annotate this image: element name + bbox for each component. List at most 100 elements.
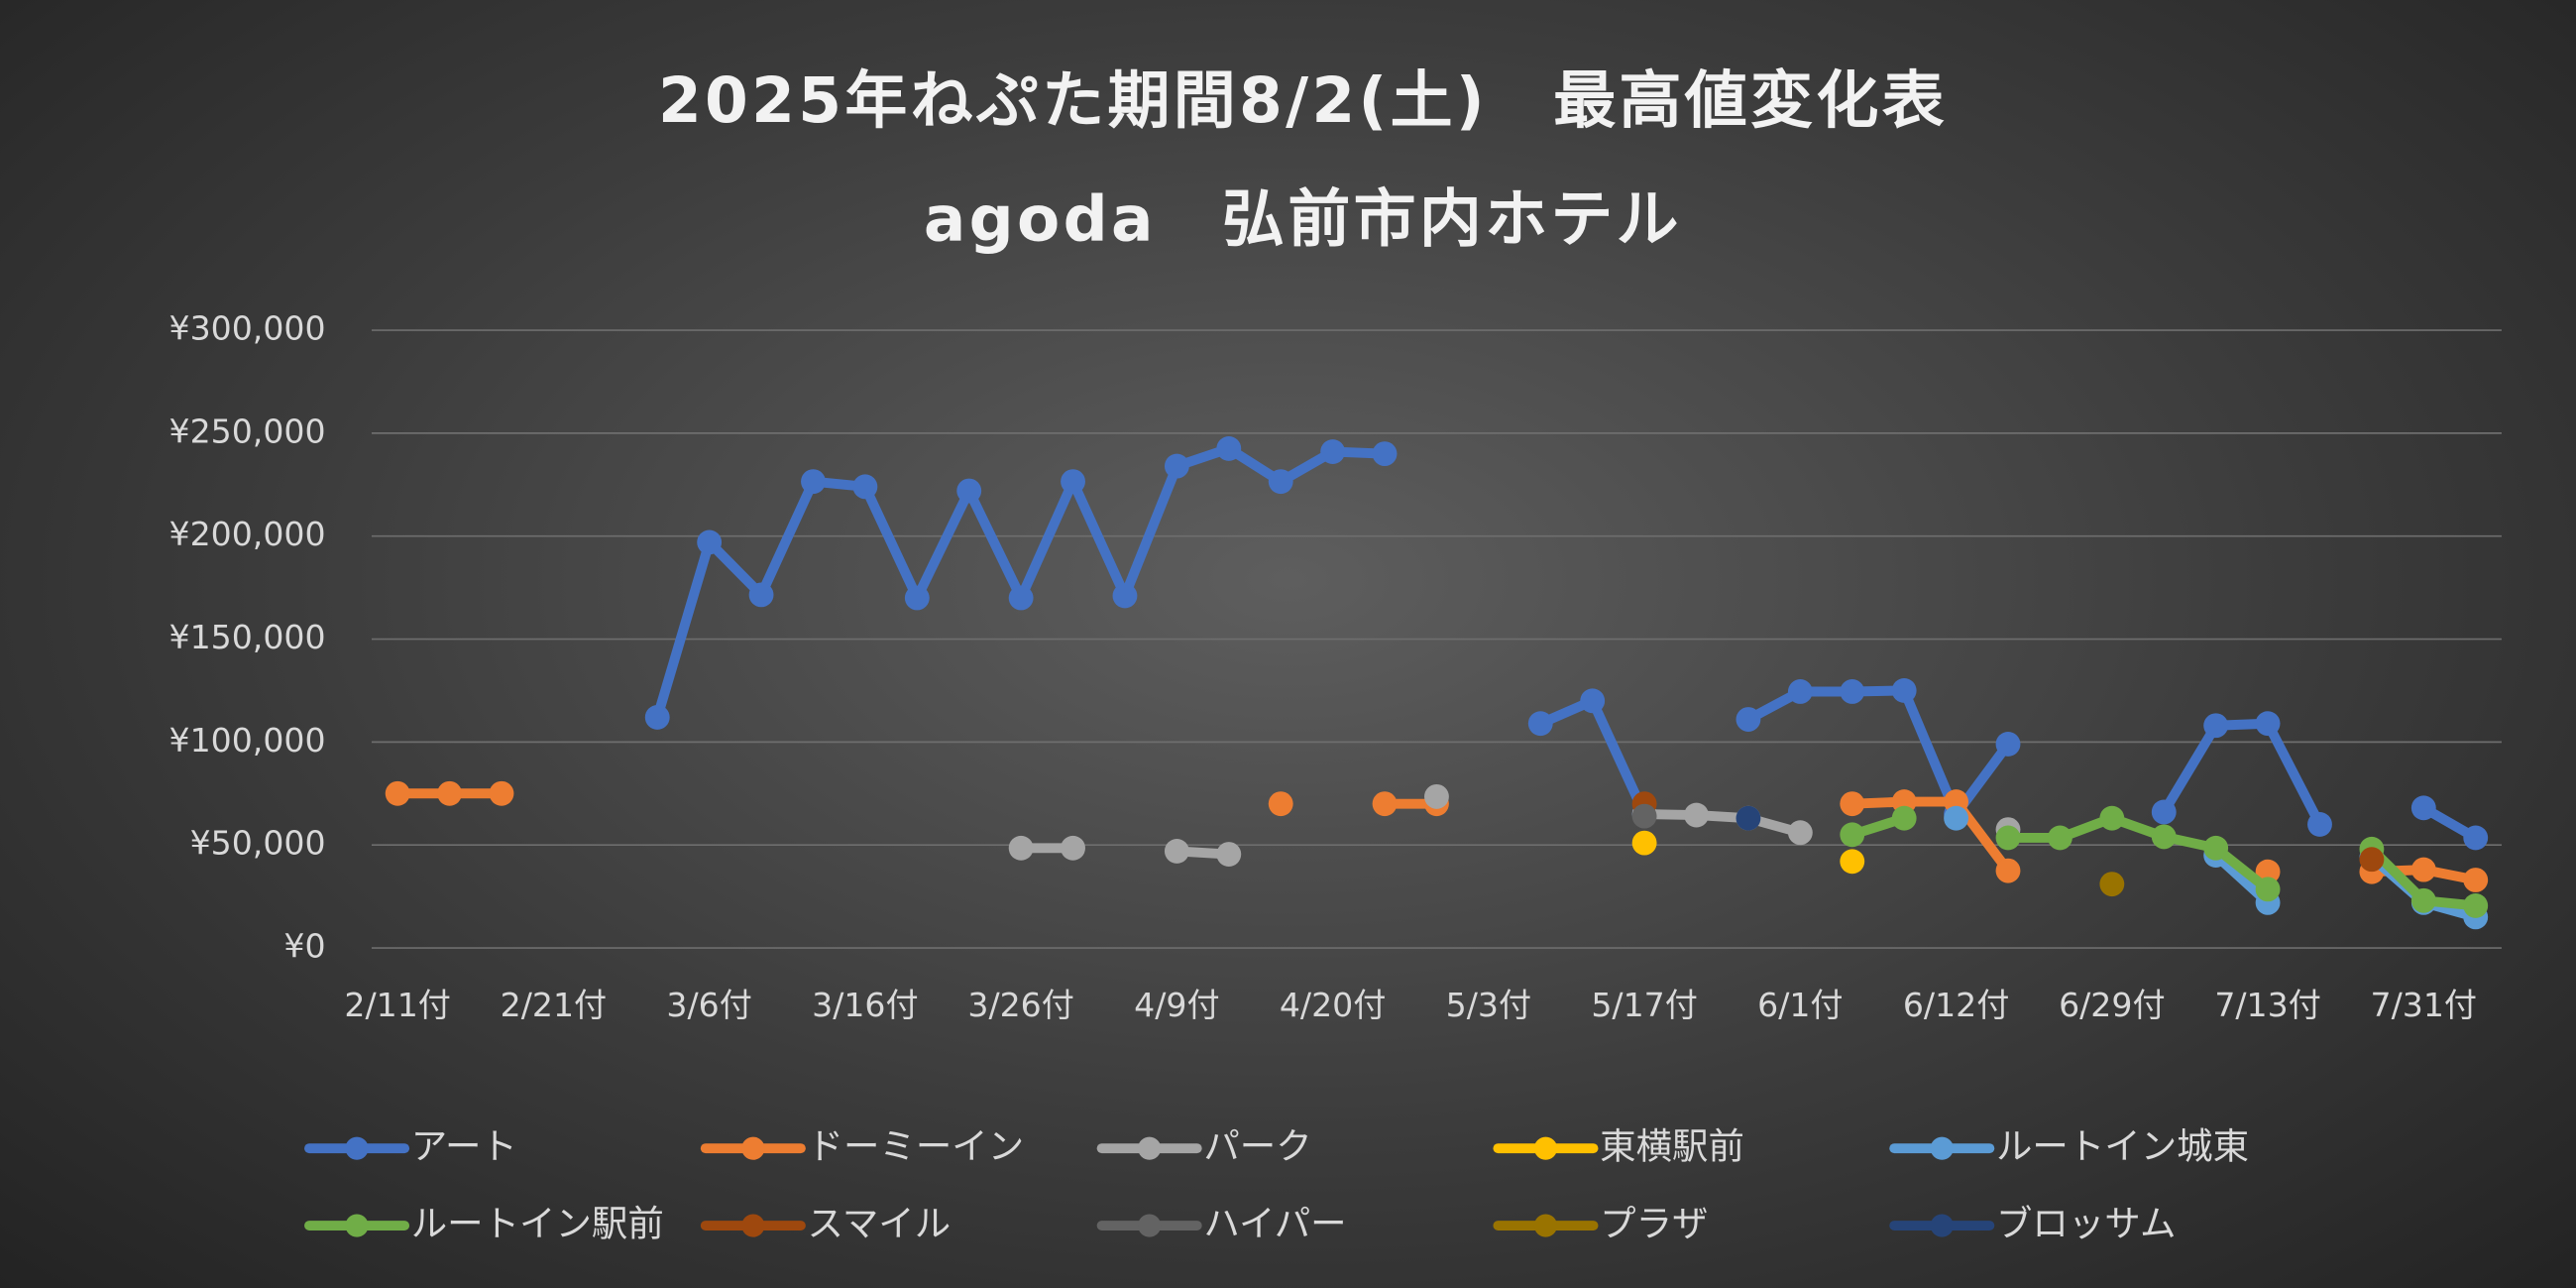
legend-marker <box>741 1136 765 1160</box>
chart-title: 2025年ねぷた期間8/2(土) 最高値変化表 <box>658 64 1948 137</box>
data-point <box>1061 469 1085 495</box>
legend-marker <box>1138 1214 1162 1237</box>
legend-label: ドーミーイン <box>808 1125 1025 1168</box>
data-point <box>437 780 463 806</box>
data-point <box>1684 802 1709 828</box>
x-tick-label: 3/6付 <box>666 986 751 1024</box>
x-tick-label: 2/21付 <box>501 986 608 1024</box>
data-point <box>1840 791 1865 817</box>
data-point <box>2255 711 2281 737</box>
data-point <box>1995 858 2021 883</box>
data-point <box>1631 803 1657 829</box>
data-point <box>1216 436 1242 461</box>
y-tick-label: ¥200,000 <box>169 515 326 553</box>
x-tick-label: 6/1付 <box>1757 986 1843 1024</box>
data-point <box>1580 688 1606 714</box>
data-point <box>1320 439 1346 464</box>
data-point <box>2047 825 2072 851</box>
data-point <box>904 585 930 611</box>
legend-marker <box>345 1214 369 1237</box>
data-point <box>1631 830 1657 856</box>
y-tick-label: ¥300,000 <box>169 309 326 348</box>
data-point <box>2463 825 2489 851</box>
x-tick-label: 5/3付 <box>1446 986 1531 1024</box>
data-point <box>2099 872 2125 897</box>
legend-marker <box>1533 1214 1558 1237</box>
legend-marker <box>741 1214 765 1237</box>
x-tick-label: 5/17付 <box>1591 986 1698 1024</box>
data-point <box>2255 859 2281 884</box>
data-point <box>1268 469 1293 495</box>
legend-label: ブロッサム <box>1996 1203 2176 1245</box>
data-point <box>1995 732 2021 757</box>
data-point <box>1840 822 1865 848</box>
legend-label: プラザ <box>1600 1203 1708 1245</box>
data-point <box>956 478 982 504</box>
series-line <box>2210 850 2481 922</box>
data-point <box>2410 857 2436 882</box>
data-point <box>1787 820 1813 846</box>
y-tick-label: ¥100,000 <box>169 721 326 760</box>
x-tick-label: 2/11付 <box>344 986 451 1024</box>
data-point <box>1787 679 1813 704</box>
data-point <box>489 780 514 806</box>
data-point <box>748 582 774 608</box>
data-point <box>1527 711 1553 737</box>
x-tick-label: 6/29付 <box>2059 986 2166 1024</box>
data-point <box>801 469 826 495</box>
data-point <box>2203 835 2229 861</box>
series-line <box>652 443 2481 843</box>
y-tick-label: ¥0 <box>283 927 325 966</box>
data-point <box>1112 583 1138 609</box>
data-point <box>1061 835 1085 861</box>
data-point <box>385 780 410 806</box>
data-point <box>1891 678 1917 703</box>
data-point <box>2255 877 2281 902</box>
data-point <box>1995 825 2021 851</box>
data-point <box>1891 805 1917 831</box>
data-point <box>2151 824 2177 850</box>
data-point <box>2410 887 2436 913</box>
legend-label: ルートイン駅前 <box>411 1203 664 1245</box>
data-point <box>1164 838 1189 864</box>
chart-subtitle: agoda 弘前市内ホテル <box>924 182 1682 255</box>
data-point <box>1164 453 1189 479</box>
data-point <box>2359 847 2385 873</box>
legend-marker <box>1930 1214 1954 1237</box>
y-tick-label: ¥50,000 <box>190 824 326 863</box>
data-point <box>1840 679 1865 704</box>
data-point <box>2151 799 2177 825</box>
data-point <box>1736 805 1761 831</box>
x-tick-label: 3/26付 <box>967 986 1074 1024</box>
data-point <box>644 705 670 730</box>
data-point <box>1736 707 1761 732</box>
data-point <box>2307 811 2332 837</box>
data-point <box>2099 805 2125 831</box>
x-tick-label: 3/16付 <box>812 986 919 1024</box>
data-point <box>1424 783 1449 809</box>
data-point <box>1944 805 1969 831</box>
x-tick-label: 4/9付 <box>1134 986 1219 1024</box>
data-point <box>2463 893 2489 918</box>
data-point <box>2463 868 2489 892</box>
legend-label: アート <box>411 1125 517 1168</box>
data-point <box>697 529 723 555</box>
data-point <box>1372 441 1398 467</box>
legend-label: ルートイン城東 <box>1996 1125 2249 1168</box>
legend-marker <box>345 1136 369 1160</box>
legend-label: スマイル <box>808 1203 952 1245</box>
y-tick-label: ¥150,000 <box>169 618 326 656</box>
legend-label: ハイパー <box>1203 1203 1346 1245</box>
data-point <box>2203 713 2229 739</box>
x-tick-label: 7/13付 <box>2214 986 2321 1024</box>
data-point <box>852 474 878 500</box>
legend-label: パーク <box>1203 1125 1311 1168</box>
legend-marker <box>1533 1136 1558 1160</box>
data-point <box>1008 585 1034 611</box>
data-point <box>1008 835 1034 861</box>
x-tick-label: 6/12付 <box>1903 986 2010 1024</box>
x-tick-label: 4/20付 <box>1280 986 1387 1024</box>
x-tick-label: 7/31付 <box>2371 986 2478 1024</box>
